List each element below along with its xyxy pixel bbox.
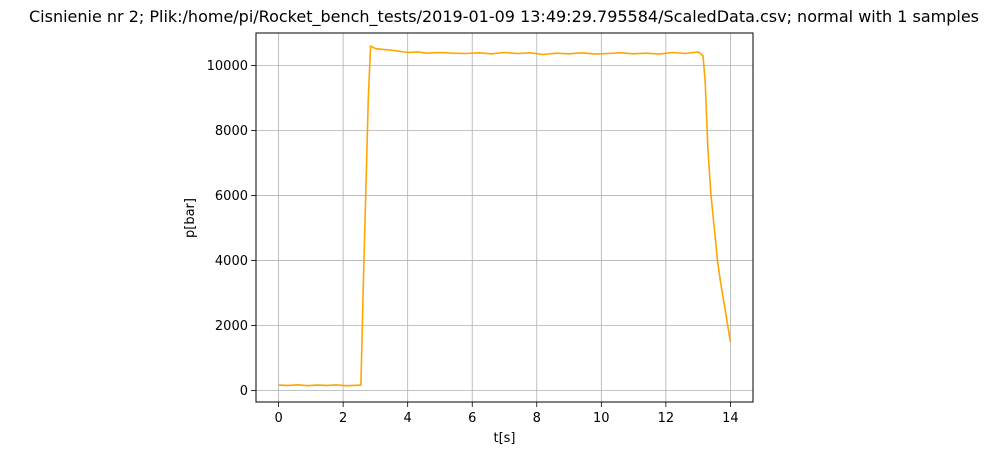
y-tick-label: 6000 xyxy=(215,189,248,204)
x-tick-label: 14 xyxy=(722,411,739,426)
axis-ticks: 0 2 4 6 8 10 12 14 0 2000 4000 6000 8000 10000 xyxy=(207,59,739,426)
y-axis-label: p[bar] xyxy=(183,198,198,238)
y-tick-label: 10000 xyxy=(207,59,248,74)
x-tick-label: 4 xyxy=(404,411,412,426)
x-tick-label: 10 xyxy=(593,411,610,426)
x-tick-label: 12 xyxy=(658,411,675,426)
grid-lines xyxy=(256,33,753,402)
x-tick-label: 2 xyxy=(339,411,347,426)
x-tick-label: 8 xyxy=(533,411,541,426)
series-layer xyxy=(278,45,732,387)
plot-frame xyxy=(255,32,754,403)
x-tick-label: 0 xyxy=(274,411,282,426)
y-tick-label: 4000 xyxy=(215,254,248,269)
series-line-pressure xyxy=(278,45,732,387)
x-tick-label: 6 xyxy=(468,411,476,426)
y-tick-label: 8000 xyxy=(215,124,248,139)
y-tick-label: 0 xyxy=(240,384,248,399)
y-tick-label: 2000 xyxy=(215,319,248,334)
x-axis-label: t[s] xyxy=(493,431,515,446)
chart-title: Cisnienie nr 2; Plik:/home/pi/Rocket_ben… xyxy=(29,7,979,27)
